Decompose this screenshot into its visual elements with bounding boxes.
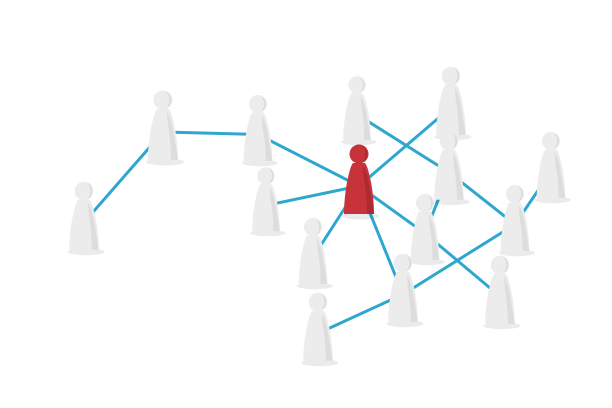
figure-head [490,255,510,275]
figure-body-shade [360,96,371,141]
figure-head [439,131,459,151]
figure-head-shade [166,91,172,109]
person-figure [498,184,535,257]
figure-head-shade [405,254,412,272]
figure-body-shade [87,202,99,250]
figure-head [153,90,173,110]
person-figure [146,90,184,166]
figure-body-shade [269,187,280,232]
figure-head-shade [517,185,523,203]
figure-shadow [408,258,445,266]
figure-body-shade [316,238,328,284]
figure-body-shade [518,205,530,251]
figure-group [67,66,571,367]
connection-line [357,105,453,188]
figure-body-shade [261,115,273,161]
figure-head [74,181,94,201]
connection-line [264,184,361,207]
person-figure [301,292,339,367]
figure-body-shade [428,214,440,260]
figure-shadow [250,229,286,237]
figure-shadow [241,159,278,167]
figure-head-shade [320,293,327,311]
figure-shadow [67,248,105,256]
figure-body-shade [363,166,374,214]
figure-shadow [483,322,521,330]
figure-shadow [296,282,333,290]
person-figure [432,131,470,206]
figure-head-shade [260,95,266,113]
figure-shadow [146,158,184,166]
highlighted-person-figure [342,144,380,220]
connection-line [355,112,451,174]
connection-line [256,132,361,188]
figure-body-shade [406,274,418,322]
figure-shadow [498,249,535,257]
figure-head [248,94,268,114]
connection-line [316,292,405,335]
figure-head-shade [451,132,458,150]
person-figure [67,181,105,256]
figure-head [415,193,435,213]
figure-body-shade [554,152,566,198]
figure-body-shade [503,276,515,324]
person-figure [241,94,278,167]
person-figure [296,217,333,290]
person-figure [408,193,445,266]
figure-body-shade [452,152,464,200]
figure-head-shade [553,132,559,150]
figure-shadow [341,138,377,146]
connection-line [161,130,260,136]
figure-body-shade [454,87,466,135]
figure-shadow [432,198,470,206]
figure-head [348,76,366,94]
figure-head [349,144,369,164]
person-figure [386,253,424,328]
figure-head [257,167,275,185]
figure-head-shade [453,67,460,85]
figure-shadow [386,320,424,328]
person-figure [250,167,286,237]
figure-head-shade [362,145,368,163]
figure-head [308,292,328,312]
person-figure [534,131,571,204]
person-figure [434,66,472,141]
figure-head [441,66,461,86]
figure-head [303,217,323,237]
figure-head-shade [268,168,274,184]
figure-head-shade [86,182,93,200]
figure-body-shade [321,313,333,361]
figure-head-shade [427,194,433,212]
figure-head [393,253,413,273]
figure-shadow [342,212,380,220]
figure-head-shade [359,77,365,93]
person-figure [341,76,377,146]
figure-head-shade [315,218,321,236]
figure-shadow [301,359,339,367]
figure-head [505,184,525,204]
figure-body-shade [167,112,178,160]
person-figure [483,255,521,330]
figure-head [541,131,561,151]
figure-shadow [534,196,571,204]
connection-line [401,222,517,296]
figure-head-shade [502,256,509,274]
